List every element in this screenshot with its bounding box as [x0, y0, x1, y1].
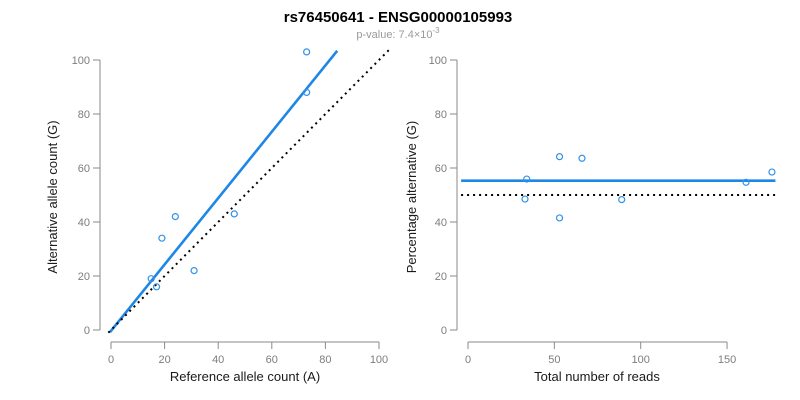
regression-fit-line [108, 50, 339, 333]
figure-subtitle: p-value: 7.4×10-3 [356, 26, 440, 41]
x-tick-label: 0 [465, 354, 471, 366]
panel-left: 0 20 40 60 80 100 0 20 40 60 80 100 [72, 48, 391, 366]
x-tick-label: 0 [108, 354, 114, 366]
right-y-axis-title: Percentage alternative (G) [404, 121, 419, 273]
x-tick-label: 150 [718, 354, 736, 366]
y-tick-label: 20 [78, 271, 90, 283]
y-tick-label: 60 [78, 163, 90, 175]
x-tick-label: 100 [370, 354, 388, 366]
data-point [742, 178, 750, 186]
y-tick-label: 20 [435, 271, 447, 283]
left-y-axis-title: Alternative allele count (G) [45, 120, 60, 273]
y-tick-label: 40 [78, 217, 90, 229]
x-tick-label: 100 [632, 354, 650, 366]
y-tick-label: 100 [72, 55, 90, 67]
data-point [555, 153, 564, 161]
y-tick-label: 80 [435, 109, 447, 121]
identity-line [107, 48, 391, 334]
data-point [618, 195, 626, 204]
right-x-axis-title: Total number of reads [534, 369, 660, 384]
x-tick-label: 60 [266, 354, 278, 366]
x-tick-label: 50 [548, 354, 560, 366]
data-point [523, 175, 531, 183]
data-point [171, 213, 179, 221]
x-tick-label: 20 [158, 354, 170, 366]
data-point [230, 210, 238, 218]
data-point [521, 195, 529, 203]
data-point [303, 48, 311, 56]
y-tick-label: 40 [435, 217, 447, 229]
y-tick-label: 80 [78, 109, 90, 121]
y-tick-label: 100 [429, 55, 447, 67]
p-value-exponent: -3 [433, 26, 441, 35]
data-point [578, 154, 586, 162]
y-tick-label: 0 [441, 325, 447, 337]
data-point [303, 88, 311, 97]
y-tick-label: 60 [435, 163, 447, 175]
data-point [147, 275, 155, 283]
data-point [768, 168, 776, 176]
panel-right: 0 20 40 60 80 100 0 50 100 150 [429, 55, 776, 366]
p-value-text: p-value: 7.4×10 [356, 29, 432, 41]
figure-title: rs76450641 - ENSG00000105993 [284, 9, 513, 26]
x-tick-label: 80 [319, 354, 331, 366]
data-point [555, 214, 564, 222]
data-point [158, 234, 166, 242]
y-tick-label: 0 [84, 325, 90, 337]
data-point [152, 283, 161, 291]
x-tick-label: 40 [212, 354, 224, 366]
left-x-axis-title: Reference allele count (A) [170, 369, 320, 384]
data-point [190, 267, 198, 275]
